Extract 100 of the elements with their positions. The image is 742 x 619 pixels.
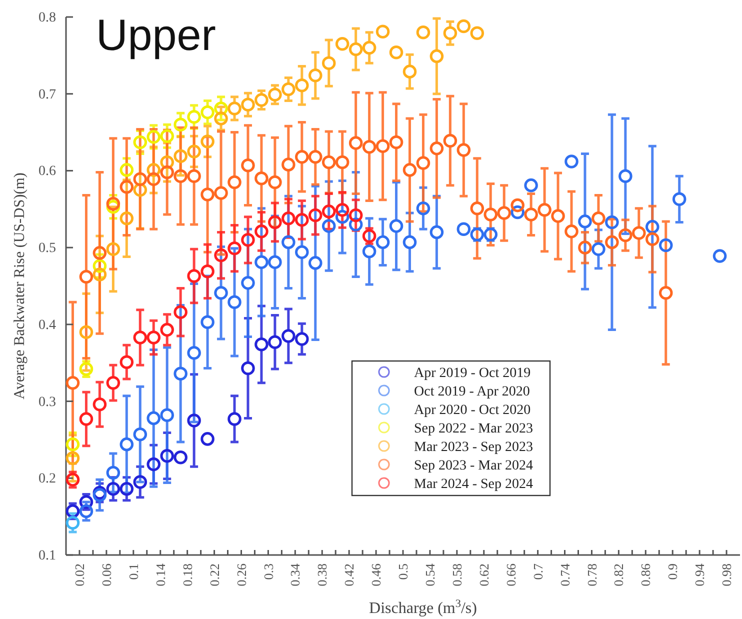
point [335,37,350,51]
x-tick-label: 0.42 [342,564,357,586]
x-tick-label: 0.46 [368,563,384,586]
point [120,355,134,369]
x-tick-label: 0.7 [530,563,546,580]
point [268,88,282,102]
point [618,228,632,242]
point [187,169,201,183]
point [295,245,309,260]
y-tick-label: 0.6 [38,164,56,180]
point [120,180,134,194]
x-tick-label: 0.18 [180,564,195,586]
point [524,208,538,222]
point [376,235,390,250]
point [308,208,322,222]
point [645,232,660,246]
point [268,215,282,230]
point [133,172,148,186]
point [228,175,242,190]
point [672,192,686,206]
legend-label: Mar 2023 - Sep 2023 [414,440,533,455]
point [214,248,228,262]
point [618,169,632,183]
point [187,414,201,428]
x-tick-label: 0.94 [692,563,708,586]
point [268,255,282,270]
point [174,169,188,183]
point [389,219,404,233]
point [295,332,309,346]
legend-label: Oct 2019 - Apr 2020 [414,384,530,400]
point [66,437,80,452]
point [241,158,255,172]
point [92,488,107,502]
point [348,208,363,222]
point [174,450,188,464]
point [92,246,107,260]
point [92,397,107,412]
point [146,457,161,472]
x-tick-label: 0.78 [584,564,600,586]
x-tick-label: 0.86 [638,563,654,586]
point [200,432,214,446]
point [456,19,471,34]
point [632,226,646,240]
y-tick-label: 0.3 [38,394,56,410]
point [133,135,148,150]
point [308,150,322,164]
point [524,178,538,192]
point [160,165,174,180]
point [241,276,255,290]
point [214,186,228,200]
x-tick-label: 0.5 [396,564,411,580]
point [160,448,174,463]
point [174,149,188,163]
point [120,163,134,177]
point [241,98,255,112]
point [106,482,120,496]
point [564,224,578,238]
x-tick-label: 0.58 [449,564,464,586]
y-tick-label: 0.1 [38,548,56,564]
point [484,208,498,222]
x-tick-label: 0.14 [152,563,168,586]
point [322,219,336,233]
point [430,49,444,64]
point [241,233,255,247]
point [362,40,376,55]
x-tick-label: 0.1 [126,564,141,580]
point [348,136,363,150]
point [160,322,174,337]
point [268,175,282,190]
point [241,361,255,376]
x-tick-label: 0.66 [503,563,518,586]
point [578,240,592,254]
legend-label: Apr 2019 - Oct 2019 [414,366,531,381]
x-tick-label: 0.9 [665,564,680,580]
point [66,516,80,530]
point [592,211,606,226]
point [416,201,430,216]
point [443,134,458,148]
point [592,242,606,256]
point [200,188,214,202]
point [146,330,161,344]
x-tick-label: 0.26 [234,563,249,586]
point [254,93,268,107]
point [254,172,268,186]
point [254,224,268,238]
x-tick-label: 0.38 [314,564,330,586]
point [228,241,242,256]
point [187,269,201,283]
point [200,264,214,278]
x-tick-label: 0.06 [98,563,114,586]
legend-label: Mar 2024 - Sep 2024 [414,477,533,492]
point [402,235,417,250]
y-tick-label: 0.2 [38,472,56,487]
point [254,338,268,352]
point [120,211,134,226]
point [322,204,336,218]
x-axis-title: Discharge (m$^{3}$/s) [369,598,477,617]
point [308,256,322,270]
x-tick-label: 0.98 [719,564,734,586]
point [79,270,94,284]
